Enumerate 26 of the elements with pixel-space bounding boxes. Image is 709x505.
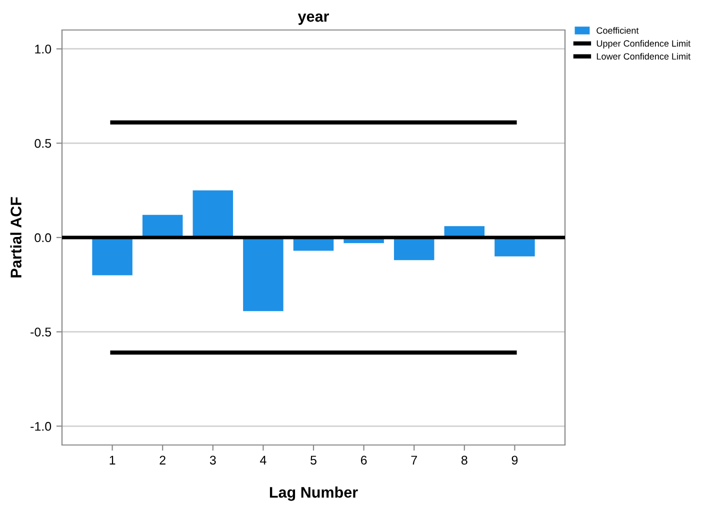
x-tick-label: 6 xyxy=(360,456,367,465)
legend-label: Upper Confidence Limit xyxy=(596,40,690,48)
x-tick-label: 3 xyxy=(210,456,216,465)
bar xyxy=(142,214,183,238)
legend-label: Coefficient xyxy=(596,27,639,34)
y-tick-label: -0.5 xyxy=(30,328,52,336)
bar xyxy=(494,238,535,256)
x-tick-label: 8 xyxy=(461,456,468,465)
y-tick-label: 0.5 xyxy=(34,138,52,148)
y-axis-title: Partial ACF xyxy=(10,197,22,278)
bar xyxy=(192,190,234,238)
x-tick-label: 2 xyxy=(160,456,166,464)
x-tick-label: 7 xyxy=(411,456,417,464)
x-tick-label: 4 xyxy=(260,456,266,464)
bar xyxy=(92,238,132,276)
bar xyxy=(394,238,434,260)
legend-label: Lower Confidence Limit xyxy=(596,52,690,60)
chart-title: year xyxy=(298,13,329,25)
bar xyxy=(243,238,284,312)
x-tick-label: 1 xyxy=(110,456,116,464)
x-axis-title: Lag Number xyxy=(270,486,358,501)
y-tick-label: 1.0 xyxy=(35,44,52,54)
y-tick-label: -1.0 xyxy=(30,422,52,431)
y-tick-label: 0.0 xyxy=(34,233,52,242)
x-tick-label: 9 xyxy=(512,456,518,465)
x-tick-label: 5 xyxy=(310,456,316,465)
